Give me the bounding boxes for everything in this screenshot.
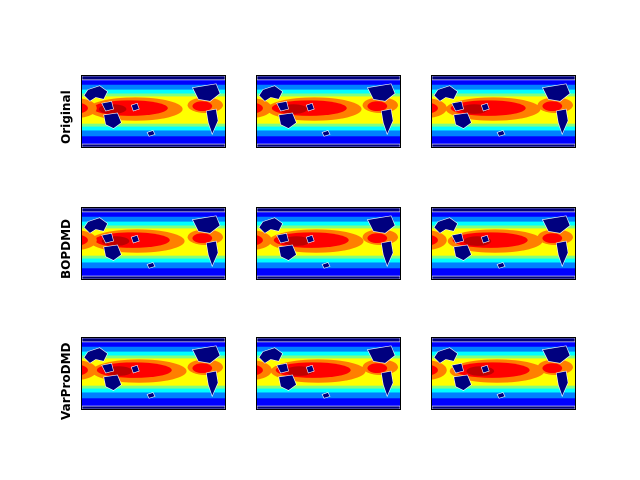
sst-map bbox=[432, 338, 575, 409]
map-panel-bopdmd-1 bbox=[81, 207, 226, 280]
row-label-original: Original bbox=[59, 90, 73, 144]
sst-map bbox=[257, 76, 400, 147]
sst-map bbox=[82, 76, 225, 147]
map-panel-bopdmd-2 bbox=[256, 207, 401, 280]
map-panel-varprodmd-1 bbox=[81, 337, 226, 410]
map-panel-bopdmd-3 bbox=[431, 207, 576, 280]
map-panel-original-1 bbox=[81, 75, 226, 148]
map-panel-original-3 bbox=[431, 75, 576, 148]
row-label-bopdmd: BOPDMD bbox=[59, 218, 73, 279]
sst-map bbox=[82, 338, 225, 409]
sst-map bbox=[432, 208, 575, 279]
map-panel-varprodmd-3 bbox=[431, 337, 576, 410]
sst-map bbox=[257, 208, 400, 279]
sst-map bbox=[82, 208, 225, 279]
sst-map bbox=[432, 76, 575, 147]
map-panel-original-2 bbox=[256, 75, 401, 148]
map-panel-varprodmd-2 bbox=[256, 337, 401, 410]
sst-map bbox=[257, 338, 400, 409]
row-label-varprodmd: VarProDMD bbox=[59, 342, 73, 420]
